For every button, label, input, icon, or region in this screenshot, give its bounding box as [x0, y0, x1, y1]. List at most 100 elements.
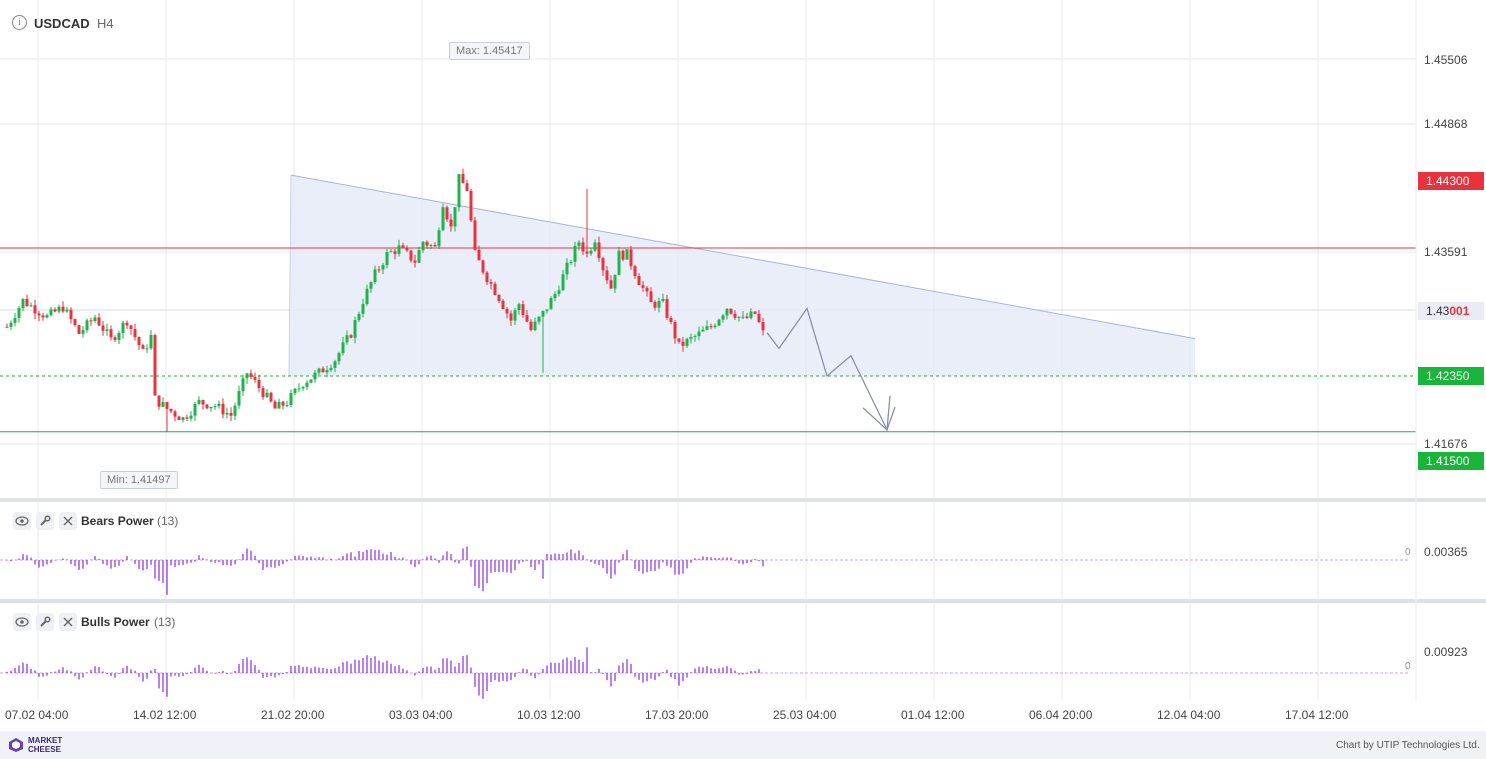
candle: [633, 264, 637, 279]
candle: [569, 260, 573, 266]
candle: [221, 398, 225, 419]
candle: [685, 337, 689, 348]
candle: [577, 240, 581, 251]
candle: [397, 239, 401, 257]
wrench-icon[interactable]: [36, 512, 54, 530]
candle-body: [469, 190, 473, 221]
candle-body: [157, 395, 161, 407]
close-icon[interactable]: [59, 512, 77, 530]
candle-body: [405, 247, 409, 251]
candle-body: [229, 412, 233, 416]
candle-body: [213, 406, 217, 408]
candle-body: [285, 405, 289, 407]
min-marker: Min: 1.41497: [100, 471, 178, 489]
candle: [365, 284, 369, 306]
candle-body: [437, 230, 441, 247]
candle-body: [69, 309, 73, 320]
candle: [89, 317, 93, 327]
candle: [701, 326, 705, 332]
candle-body: [137, 337, 141, 346]
candle: [433, 242, 437, 247]
eye-icon[interactable]: [13, 512, 31, 530]
candle-body: [705, 326, 709, 330]
candle: [333, 359, 337, 373]
candle-body: [153, 334, 157, 396]
candle-body: [445, 207, 449, 220]
close-icon[interactable]: [59, 613, 77, 631]
candle: [341, 336, 345, 356]
candle-body: [313, 372, 317, 380]
candle-body: [93, 317, 97, 322]
candle-body: [177, 416, 181, 421]
candle-body: [13, 318, 17, 323]
current-price-suffix: 001: [1449, 304, 1470, 318]
candle: [421, 240, 425, 253]
candle-body: [633, 266, 637, 277]
candle-body: [401, 245, 405, 248]
candle: [17, 306, 21, 323]
candle-body: [761, 322, 765, 331]
candle-body: [673, 322, 677, 339]
candle: [625, 249, 629, 260]
candle: [29, 302, 33, 308]
candle-body: [497, 294, 501, 301]
eye-icon[interactable]: [13, 613, 31, 631]
candle: [429, 243, 433, 250]
candle-body: [257, 379, 261, 389]
max-marker: Max: 1.45417: [449, 42, 530, 60]
info-circle-icon[interactable]: i: [12, 15, 27, 30]
candle-body: [729, 308, 733, 314]
candle-body: [565, 262, 569, 275]
candle-body: [217, 403, 221, 407]
candle-body: [717, 319, 721, 326]
candle: [493, 281, 497, 296]
candle-body: [169, 408, 173, 412]
candle: [581, 237, 585, 255]
candle: [485, 271, 489, 286]
candle-body: [713, 325, 717, 328]
chart-credit: Chart by UTIP Technologies Ltd.: [1336, 740, 1480, 751]
candle-body: [433, 245, 437, 247]
candle: [497, 294, 501, 303]
candle-body: [721, 315, 725, 320]
candle: [33, 299, 37, 320]
pane-separator: [0, 498, 1486, 502]
candle-body: [205, 404, 209, 409]
candle-body: [505, 308, 509, 314]
candle-body: [653, 302, 657, 308]
candle-body: [605, 270, 609, 281]
candle: [109, 325, 113, 341]
candle: [665, 294, 669, 320]
candle: [681, 336, 685, 352]
candle-body: [665, 298, 669, 318]
candle: [549, 296, 553, 310]
wrench-icon[interactable]: [36, 613, 54, 631]
candle-body: [45, 315, 49, 318]
candle: [321, 366, 325, 373]
candle: [501, 299, 505, 310]
candle: [169, 408, 173, 414]
triangle-left-edge: [288, 175, 292, 377]
x-tick-label: 10.03 12:00: [517, 708, 581, 722]
candle-body: [485, 272, 489, 283]
candle-body: [225, 412, 229, 415]
candle-body: [173, 411, 177, 417]
candle: [217, 400, 221, 409]
candle: [561, 269, 565, 291]
candle: [65, 306, 69, 313]
symbol-label: USDCAD: [34, 16, 90, 31]
candle: [465, 179, 469, 192]
candle-body: [569, 261, 573, 263]
candle-body: [361, 304, 365, 314]
candle: [137, 336, 141, 350]
candle: [733, 310, 737, 320]
candle-body: [389, 251, 393, 253]
candle: [5, 323, 9, 328]
candle-body: [321, 368, 325, 373]
candle: [157, 395, 161, 410]
candle: [353, 316, 357, 344]
candle-body: [449, 219, 453, 227]
candle-body: [509, 313, 513, 321]
candle-body: [241, 378, 245, 392]
